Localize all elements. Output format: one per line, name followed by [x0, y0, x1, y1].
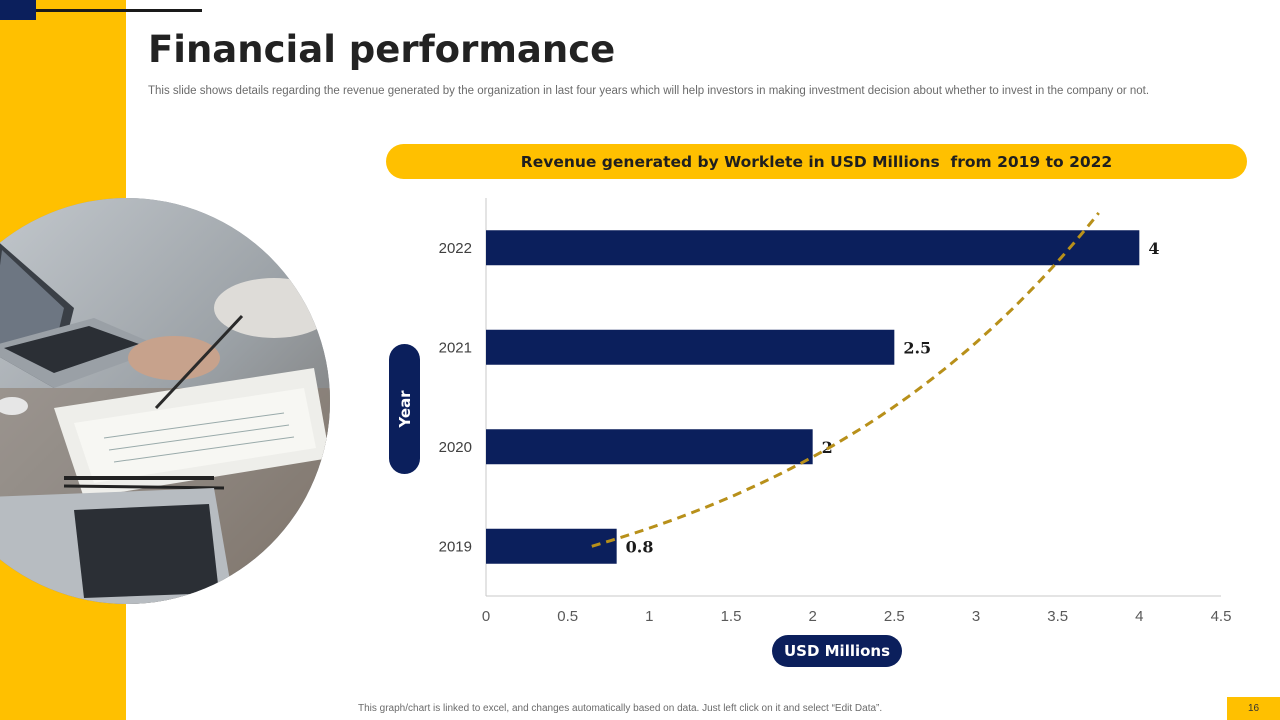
chart-title: Revenue generated by Worklete in USD Mil…	[386, 144, 1247, 179]
y-tick-label: 2022	[439, 240, 472, 257]
bar-2022	[486, 230, 1140, 266]
bar-2020	[486, 429, 813, 465]
corner-block	[0, 0, 36, 20]
laptop-workspace-photo	[0, 198, 330, 604]
bar-2021	[486, 329, 895, 365]
page-number: 16	[1227, 697, 1280, 720]
x-axis-title-pill: USD Millions	[772, 635, 902, 667]
y-tick-label: 2021	[439, 339, 472, 356]
x-tick-label: 4.5	[1211, 608, 1232, 625]
x-tick-label: 0.5	[557, 608, 578, 625]
x-axis-title: USD Millions	[783, 642, 891, 660]
y-tick-label: 2020	[439, 439, 472, 456]
y-axis-title-pill: Year	[389, 344, 420, 474]
y-tick-label: 2019	[439, 538, 472, 555]
x-tick-label: 3.5	[1047, 608, 1068, 625]
page-subtitle: This slide shows details regarding the r…	[148, 85, 1150, 97]
x-tick-label: 4	[1135, 608, 1143, 625]
x-tick-label: 2.5	[884, 608, 905, 625]
x-tick-label: 3	[972, 608, 980, 625]
footer-note: This graph/chart is linked to excel, and…	[358, 703, 883, 714]
data-label: 4	[1148, 239, 1159, 258]
photo-illustration	[0, 198, 330, 604]
top-rule	[36, 9, 202, 12]
data-label: 2.5	[903, 338, 931, 357]
x-tick-label: 2	[808, 608, 816, 625]
trendline	[591, 211, 1100, 548]
x-tick-label: 0	[482, 608, 490, 625]
x-tick-label: 1.5	[721, 608, 742, 625]
page-title: Financial performance	[148, 28, 616, 71]
x-tick-label: 1	[645, 608, 653, 625]
data-label: 0.8	[626, 537, 654, 556]
